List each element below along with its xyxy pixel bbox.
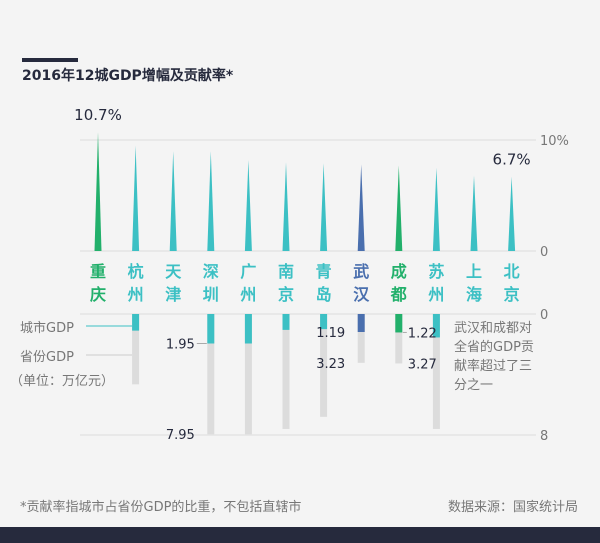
chart-title: 2016年12城GDP增幅及贡献率* [22, 67, 234, 84]
tick-label-8: 8 [540, 429, 548, 444]
city-label-1-0: 杭 [128, 262, 144, 281]
growth-bar-3 [207, 151, 215, 251]
city-label-2-0: 天 [165, 262, 182, 281]
tick-label-10pct: 10% [540, 134, 569, 149]
legend-city-gdp: 城市GDP [20, 320, 74, 336]
city-label-6-1: 岛 [316, 285, 332, 304]
growth-bar-10 [470, 175, 478, 251]
growth-bar-8 [395, 165, 403, 251]
growth-label-0: 10.7% [74, 106, 122, 124]
city-label-4-1: 州 [239, 285, 256, 304]
city-gdp-label-8: 1.22 [408, 326, 437, 341]
city-label-8-1: 都 [390, 285, 407, 304]
province-gdp-bar-4 [244, 314, 252, 435]
growth-bar-0 [94, 132, 102, 251]
province-gdp-bar-9 [432, 314, 440, 429]
province-gdp-bar-7 [357, 314, 365, 363]
city-label-7-0: 武 [353, 262, 369, 281]
tick-label-zero-gdp: 0 [540, 308, 548, 323]
growth-bar-6 [320, 163, 328, 251]
city-label-7-1: 汉 [353, 285, 370, 304]
province-gdp-bar-6 [320, 314, 328, 417]
growth-bar-5 [282, 162, 290, 251]
growth-bar-2 [169, 151, 177, 251]
province-gdp-label-3: 7.95 [166, 428, 195, 443]
city-gdp-bar-8 [395, 314, 403, 333]
province-gdp-bar-3 [207, 314, 215, 435]
title-accent-bar [22, 58, 78, 62]
source-text: 数据来源：国家统计局 [448, 499, 578, 515]
bottom-bar [0, 527, 600, 543]
city-gdp-bar-3 [207, 314, 215, 344]
city-label-3-0: 深 [203, 262, 219, 281]
gdp-bars [132, 314, 440, 435]
province-gdp-label-7: 3.23 [316, 357, 345, 372]
city-label-10-0: 上 [466, 262, 482, 281]
footnote: *贡献率指城市占省份GDP的比重，不包括直辖市 [20, 499, 301, 515]
city-gdp-bar-7 [357, 314, 365, 332]
city-gdp-bar-4 [244, 314, 252, 344]
growth-bar-4 [244, 159, 252, 251]
city-label-6-0: 青 [316, 262, 332, 281]
city-label-0-0: 重 [90, 262, 106, 281]
city-label-11-0: 北 [504, 262, 520, 281]
value-labels: 10.7% 6.7% 1.95 1.19 1.22 7.95 3.23 3.27 [74, 106, 530, 443]
province-gdp-bar-1 [132, 314, 140, 385]
city-gdp-bar-9 [432, 314, 440, 338]
city-label-5-1: 京 [278, 285, 294, 304]
growth-bar-11 [508, 176, 516, 251]
city-label-3-1: 圳 [203, 285, 219, 304]
city-label-11-1: 京 [504, 285, 520, 304]
city-label-0-1: 庆 [89, 285, 106, 304]
city-label-9-1: 州 [427, 285, 444, 304]
city-label-2-1: 津 [165, 285, 181, 304]
annotation-text: 武汉和成都对全省的GDP贡献率超过了三分之一 [454, 321, 534, 393]
city-gdp-bar-5 [282, 314, 290, 330]
province-gdp-label-8: 3.27 [408, 357, 437, 372]
city-label-1-1: 州 [127, 285, 144, 304]
city-gdp-bar-1 [132, 314, 140, 331]
city-gdp-bar-6 [320, 314, 328, 330]
city-label-10-1: 海 [466, 285, 482, 304]
legend-province-gdp: 省份GDP [20, 350, 74, 365]
growth-label-11: 6.7% [493, 151, 531, 169]
growth-bar-7 [357, 164, 365, 251]
city-label-5-0: 南 [278, 262, 294, 281]
growth-bar-9 [432, 167, 440, 251]
city-gdp-label-7: 1.19 [316, 326, 345, 341]
city-label-4-0: 广 [240, 262, 256, 281]
province-gdp-bar-8 [395, 314, 403, 364]
city-gdp-label-3: 1.95 [166, 337, 195, 352]
growth-bar-1 [132, 145, 140, 251]
province-gdp-bar-5 [282, 314, 290, 429]
legend-unit: （单位：万亿元） [10, 374, 114, 389]
city-label-8-0: 成 [391, 262, 407, 281]
city-label-9-0: 苏 [428, 262, 444, 281]
tick-label-zero-growth: 0 [540, 245, 548, 260]
growth-bars [94, 132, 516, 251]
